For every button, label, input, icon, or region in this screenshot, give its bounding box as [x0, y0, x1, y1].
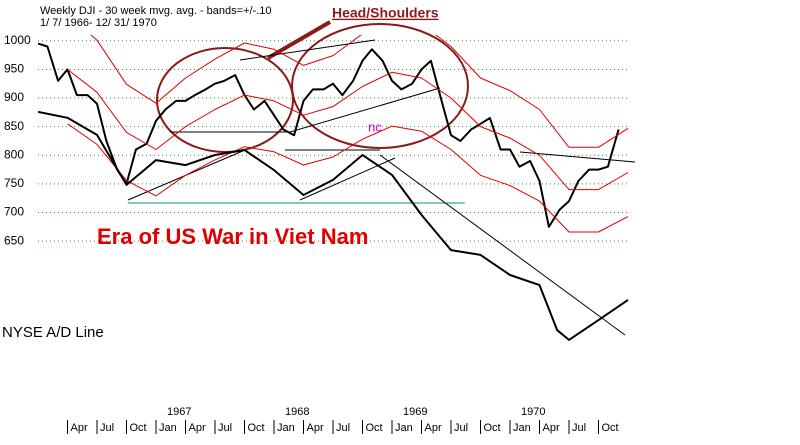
series-line — [38, 42, 620, 228]
trendline — [299, 157, 396, 201]
y-tick-label: 800 — [4, 147, 24, 161]
trendline — [239, 39, 376, 61]
x-tick-label: Jul — [100, 422, 114, 434]
y-tick-label: 950 — [4, 62, 24, 76]
year-label: 1970 — [521, 406, 545, 418]
series — [38, 35, 629, 341]
head-ellipse — [291, 23, 469, 149]
y-tick-label: 850 — [4, 119, 24, 133]
series-line — [90, 35, 629, 148]
x-tick-label: Oct — [602, 422, 619, 434]
x-tick-label: Apr — [425, 422, 442, 434]
grid — [38, 40, 628, 242]
annotation: Head/Shoulders — [332, 5, 439, 21]
annotation: nc — [368, 119, 382, 134]
x-tick-label: Jan — [395, 422, 413, 434]
chart-title: Weekly DJI - 30 week mvg. avg. - bands=+… — [40, 5, 272, 17]
neckline — [289, 87, 441, 133]
x-tick-label: Oct — [366, 422, 383, 434]
x-tick-label: Jan — [159, 422, 177, 434]
y-tick-label: 650 — [4, 233, 24, 247]
x-tick-label: Oct — [130, 422, 147, 434]
x-tick-label: Apr — [307, 422, 324, 434]
trendline — [379, 154, 626, 336]
series-line — [38, 110, 629, 341]
x-tick-label: Apr — [71, 422, 88, 434]
x-tick-label: Jul — [218, 422, 232, 434]
x-tick-label: Jul — [336, 422, 350, 434]
trendline — [519, 151, 636, 163]
y-tick-label: 900 — [4, 90, 24, 104]
year-label: 1967 — [167, 406, 191, 418]
series-line — [67, 123, 629, 233]
annotation-shapes — [127, 20, 636, 336]
x-tick-label: Apr — [543, 422, 560, 434]
x-tick-label: Oct — [248, 422, 265, 434]
series-line — [67, 69, 629, 191]
x-tick-label: Jan — [513, 422, 531, 434]
chart-subtitle: 1/ 7/ 1966- 12/ 31/ 1970 — [40, 17, 157, 29]
axes: 650 700 750 800 850 900 950 1000 Apr Jul Oct Jan Apr… — [4, 33, 619, 434]
y-tick-label: 1000 — [4, 33, 31, 47]
x-tick-label: Jul — [572, 422, 586, 434]
y-tick-label: 750 — [4, 176, 24, 190]
x-tick-label: Jan — [277, 422, 295, 434]
series-label: NYSE A/D Line — [2, 324, 104, 341]
year-label: 1968 — [285, 406, 309, 418]
year-label: 1969 — [403, 406, 427, 418]
y-tick-label: 700 — [4, 205, 24, 219]
left-shoulder-ellipse — [156, 47, 294, 153]
annotation: Era of US War in Viet Nam — [97, 224, 368, 249]
x-tick-label: Oct — [484, 422, 501, 434]
x-tick-label: Jul — [454, 422, 468, 434]
x-tick-label: Apr — [189, 422, 206, 434]
